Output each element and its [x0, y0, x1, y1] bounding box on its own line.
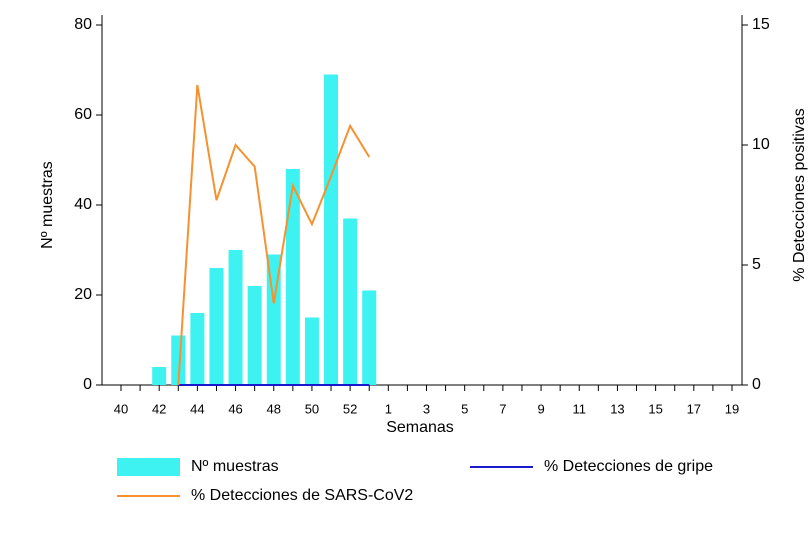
line	[177, 84, 371, 386]
x-tick-label: 46	[228, 401, 242, 416]
x-tick-label: 7	[499, 401, 506, 416]
y-axis-title: Nº muestras	[39, 161, 56, 249]
legend-label: Nº muestras	[191, 458, 279, 475]
bar	[152, 367, 167, 385]
x-tick-label: 19	[725, 401, 739, 416]
x-tick-label: 17	[687, 401, 701, 416]
x-tick-label: 5	[461, 401, 468, 416]
y-tick-label: 0	[83, 376, 92, 393]
y2-tick-label: 5	[752, 256, 761, 273]
x-tick-label: 3	[423, 401, 430, 416]
bar	[190, 313, 205, 385]
bar	[171, 335, 186, 385]
bar	[228, 250, 243, 385]
x-tick-label: 40	[114, 401, 128, 416]
legend-label: % Detecciones de gripe	[544, 458, 713, 475]
x-tick-label: 44	[190, 401, 204, 416]
x-tick-label: 42	[152, 401, 166, 416]
y2-tick-label: 0	[752, 376, 761, 393]
bar	[324, 74, 339, 385]
legend-swatch	[117, 458, 180, 476]
x-tick-label: 52	[343, 401, 357, 416]
y2-tick-label: 15	[752, 16, 770, 33]
x-tick-label: 15	[648, 401, 662, 416]
bar	[285, 169, 300, 385]
y-tick-label: 20	[74, 286, 92, 303]
y-tick-label: 80	[74, 16, 92, 33]
bar	[304, 317, 319, 385]
legend-label: % Detecciones de SARS-CoV2	[191, 487, 413, 504]
x-tick-label: 9	[537, 401, 544, 416]
x-tick-label: 11	[573, 401, 587, 416]
x-tick-label: 50	[305, 401, 319, 416]
y2-axis-title: % Detecciones positivas	[791, 108, 808, 281]
bar	[362, 290, 377, 385]
bar	[247, 286, 262, 385]
bar	[343, 218, 358, 385]
y2-tick-label: 10	[752, 136, 770, 153]
x-tick-label: 1	[385, 401, 392, 416]
y-tick-label: 60	[74, 106, 92, 123]
x-axis-title: Semanas	[386, 419, 454, 436]
x-tick-label: 48	[267, 401, 281, 416]
bar	[209, 268, 224, 385]
y-tick-label: 40	[74, 196, 92, 213]
x-tick-label: 13	[610, 401, 624, 416]
